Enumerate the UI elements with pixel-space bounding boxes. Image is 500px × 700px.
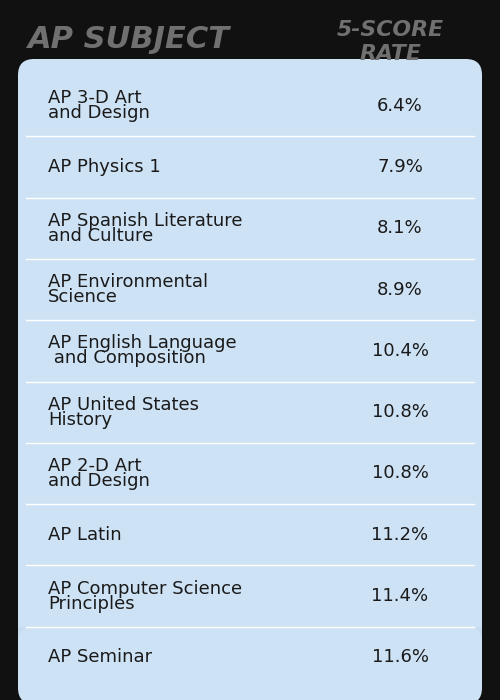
Bar bbox=[18, 259, 482, 320]
FancyBboxPatch shape bbox=[18, 59, 482, 136]
Text: AP 2-D Art: AP 2-D Art bbox=[48, 457, 142, 475]
Bar bbox=[18, 382, 482, 443]
Text: History: History bbox=[48, 411, 112, 428]
Text: Principles: Principles bbox=[48, 594, 134, 612]
Text: AP Latin: AP Latin bbox=[48, 526, 122, 544]
Text: and Design: and Design bbox=[48, 104, 150, 122]
Bar bbox=[18, 320, 482, 382]
Text: 10.8%: 10.8% bbox=[372, 465, 428, 482]
Bar bbox=[18, 672, 482, 688]
Text: 5-SCORE
RATE: 5-SCORE RATE bbox=[336, 20, 444, 64]
Text: Science: Science bbox=[48, 288, 118, 306]
Text: and Composition: and Composition bbox=[48, 349, 206, 368]
Text: and Culture: and Culture bbox=[48, 227, 153, 245]
FancyBboxPatch shape bbox=[18, 75, 482, 688]
Text: 10.4%: 10.4% bbox=[372, 342, 428, 360]
Text: 6.4%: 6.4% bbox=[377, 97, 423, 115]
Text: 11.6%: 11.6% bbox=[372, 648, 428, 666]
Bar bbox=[18, 197, 482, 259]
Text: 11.2%: 11.2% bbox=[372, 526, 428, 544]
Text: AP Physics 1: AP Physics 1 bbox=[48, 158, 161, 176]
Bar bbox=[18, 120, 482, 136]
Text: 10.8%: 10.8% bbox=[372, 403, 428, 421]
FancyBboxPatch shape bbox=[18, 626, 482, 700]
Bar bbox=[18, 136, 482, 197]
Text: AP Computer Science: AP Computer Science bbox=[48, 580, 242, 598]
Text: AP Seminar: AP Seminar bbox=[48, 648, 152, 666]
Bar bbox=[18, 443, 482, 504]
Text: AP SUBJECT: AP SUBJECT bbox=[28, 25, 230, 55]
Text: AP Spanish Literature: AP Spanish Literature bbox=[48, 211, 242, 230]
Text: AP United States: AP United States bbox=[48, 395, 199, 414]
Bar bbox=[18, 504, 482, 566]
Text: 7.9%: 7.9% bbox=[377, 158, 423, 176]
Bar bbox=[18, 566, 482, 626]
Text: 11.4%: 11.4% bbox=[372, 587, 428, 605]
Text: AP English Language: AP English Language bbox=[48, 335, 236, 352]
Text: AP Environmental: AP Environmental bbox=[48, 273, 208, 291]
Text: and Design: and Design bbox=[48, 472, 150, 490]
Text: 8.9%: 8.9% bbox=[377, 281, 423, 298]
Text: AP 3-D Art: AP 3-D Art bbox=[48, 89, 142, 107]
Text: 8.1%: 8.1% bbox=[377, 219, 423, 237]
